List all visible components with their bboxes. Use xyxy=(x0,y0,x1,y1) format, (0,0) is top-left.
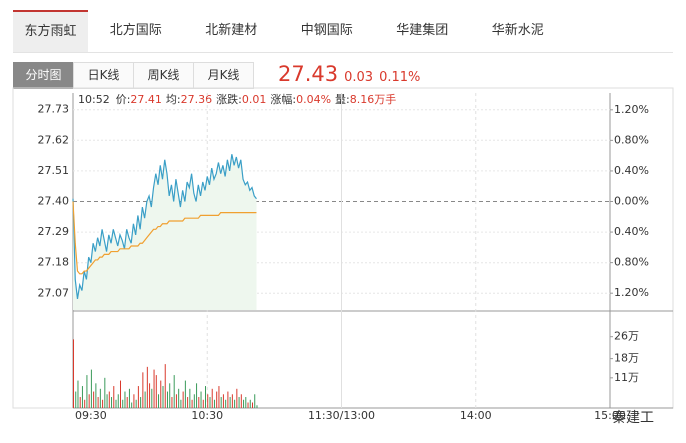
info-label: 价: xyxy=(116,93,131,106)
y2-tick-label: 0.40% xyxy=(614,225,649,238)
volume-tick-label: 26万 xyxy=(614,330,639,343)
stock-tab[interactable]: 中钢国际 xyxy=(300,23,353,38)
info-line: 10:52 价:27.41 均:27.36 涨跌:0.01 涨幅:0.04% 量:8.16… xyxy=(78,92,396,106)
average-line xyxy=(72,201,257,275)
y2-tick-label: 0.40% xyxy=(614,164,649,177)
info-value: 8.16万手 xyxy=(350,92,397,106)
watermark: 秦建工 xyxy=(612,410,654,426)
info-label: 涨跌: xyxy=(216,92,242,106)
stock-tabs: 东方雨虹 北方国际 北新建材 中钢国际 华建集团 华新水泥 xyxy=(13,10,673,53)
stock-tab[interactable]: 华建集团 xyxy=(396,23,449,38)
period-tab[interactable]: 周K线 xyxy=(133,62,194,89)
x-tick-label: 09:30 xyxy=(75,409,107,422)
info-label: 均: xyxy=(166,93,181,106)
info-label: 量: xyxy=(335,93,350,106)
period-tab[interactable]: 日K线 xyxy=(73,62,134,89)
y2-tick-label: 0.80% xyxy=(614,256,649,269)
y-tick-label: 27.40 xyxy=(38,195,70,208)
x-tick-label: 11:30/13:00 xyxy=(308,409,375,422)
stock-tab[interactable]: 北新建材 xyxy=(205,23,258,38)
y2-tick-label: 0.00% xyxy=(614,195,649,208)
stock-tab[interactable]: 华新水泥 xyxy=(491,23,544,38)
x-tick-label: 14:00 xyxy=(460,409,492,422)
info-value: 0.01 xyxy=(242,93,267,106)
change-pct: 0.11% xyxy=(379,70,421,85)
stock-tab[interactable]: 东方雨虹 xyxy=(13,10,88,52)
y-tick-label: 27.07 xyxy=(38,286,70,299)
volume-tick-label: 11万 xyxy=(614,371,639,384)
info-value: 27.36 xyxy=(181,93,213,106)
y2-tick-label: 1.20% xyxy=(614,103,649,116)
change: 0.03 xyxy=(344,70,374,85)
info-time: 10:52 xyxy=(78,93,110,106)
quote: 27.43 0.03 0.11% xyxy=(278,62,420,86)
y-tick-label: 27.51 xyxy=(38,164,70,177)
stock-tab[interactable]: 北方国际 xyxy=(109,23,162,38)
x-tick-label: 15:00 xyxy=(594,409,626,422)
y-tick-label: 27.29 xyxy=(38,225,70,238)
volume-tick-label: 18万 xyxy=(614,352,639,365)
y2-tick-label: 1.20% xyxy=(614,286,649,299)
info-label: 涨幅: xyxy=(270,93,296,106)
x-tick-label: 10:30 xyxy=(191,409,223,422)
y-tick-label: 27.73 xyxy=(38,103,70,116)
info-value: 0.04% xyxy=(296,93,331,106)
y2-tick-label: 0.80% xyxy=(614,133,649,146)
price-area xyxy=(73,154,257,310)
y-tick-label: 27.62 xyxy=(38,133,70,146)
info-value: 27.41 xyxy=(130,93,162,106)
y-tick-label: 27.18 xyxy=(38,256,70,269)
period-tab[interactable]: 月K线 xyxy=(193,62,254,89)
price-line xyxy=(72,154,257,299)
last-price: 27.43 xyxy=(278,62,339,86)
